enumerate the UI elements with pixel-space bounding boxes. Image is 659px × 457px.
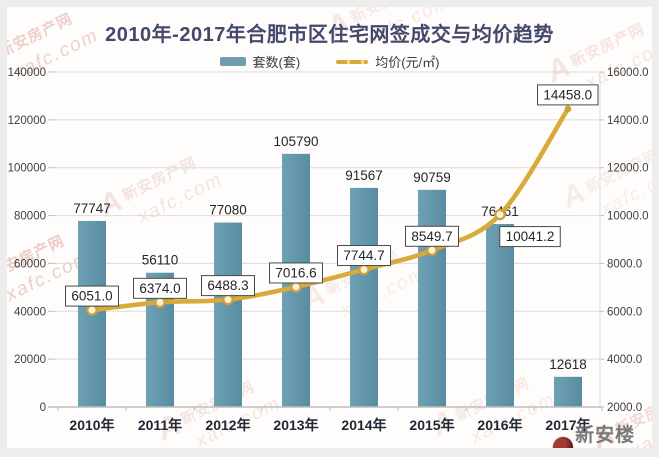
right-axis-tick-label: 2000.0 <box>607 402 642 414</box>
bar-value-label: 77080 <box>209 203 247 218</box>
left-axis-tick-label: 140000 <box>8 67 46 79</box>
bar-series-swatch <box>219 57 246 66</box>
legend-item-bars: 套数(套) <box>219 52 301 71</box>
left-axis-tick-label: 100000 <box>8 163 46 175</box>
bar <box>418 189 446 407</box>
x-axis-label: 2014年 <box>341 417 386 433</box>
line-point-marker <box>222 293 234 306</box>
wechat-watermark: 新安楼市 <box>553 420 652 448</box>
bar <box>214 222 242 407</box>
bar-value-label: 91567 <box>345 168 383 183</box>
left-axis-tick-label: 60000 <box>14 258 46 270</box>
line-value-box <box>337 245 391 267</box>
x-axis-label: 2013年 <box>273 417 318 433</box>
bar-value-label: 12618 <box>549 357 587 372</box>
line-value-label: 7744.7 <box>343 248 384 263</box>
x-axis-label: 2017年 <box>545 417 590 433</box>
right-axis-tick-label: 14000.0 <box>607 115 649 127</box>
left-axis-tick-label: 0 <box>40 402 46 414</box>
wechat-logo-icon <box>553 436 574 448</box>
wechat-watermark-text: 新安楼市 <box>575 425 636 446</box>
line-value-box <box>499 226 561 248</box>
combo-chart: 140000 16000.0 120000 14000.0 100000 12000.0 8… <box>8 67 649 433</box>
line-value-box <box>133 277 187 299</box>
line-point-marker <box>154 296 166 309</box>
bar-value-label: 105790 <box>273 134 318 149</box>
chart-title: 2010年-2017年合肥市区住宅网签成交与均价趋势 <box>105 24 554 46</box>
right-axis-tick-label: 4000.0 <box>607 354 642 366</box>
legend-item-line: 均价(元/㎡) <box>336 52 439 71</box>
line-value-box <box>537 84 599 106</box>
right-axis-tick-label: 8000.0 <box>607 258 642 270</box>
left-axis-tick-label: 120000 <box>8 115 46 127</box>
line-point-marker <box>358 263 370 276</box>
legend-label-line: 均价(元/㎡) <box>375 55 440 70</box>
line-point-marker <box>426 244 438 256</box>
right-axis-tick-label: 10000.0 <box>607 211 649 223</box>
line-value-label: 6374.0 <box>139 281 180 296</box>
line-value-label: 10041.2 <box>506 229 555 244</box>
bar-value-label: 77747 <box>73 201 111 216</box>
right-axis-tick-label: 12000.0 <box>607 163 649 175</box>
line-value-box <box>405 225 459 247</box>
bar <box>554 376 582 407</box>
x-axis-label: 2010年 <box>69 417 114 433</box>
line-point-marker <box>86 304 98 316</box>
x-axis-label: 2011年 <box>138 417 182 433</box>
bar <box>486 224 514 407</box>
line-value-label: 6051.0 <box>71 289 112 304</box>
line-value-label: 7016.6 <box>275 265 316 280</box>
bar-value-label: 56110 <box>142 253 179 268</box>
x-axis-label: 2012年 <box>205 417 250 433</box>
left-axis-tick-label: 80000 <box>14 211 46 223</box>
line-series-swatch <box>336 59 369 64</box>
line-point-marker <box>494 208 506 221</box>
line-value-box <box>269 262 323 284</box>
bar-value-label: 90759 <box>413 170 451 185</box>
x-axis-label: 2015年 <box>409 417 454 433</box>
line-point-marker <box>290 281 302 293</box>
left-axis-tick-label: 20000 <box>14 354 46 366</box>
line-value-label: 8549.7 <box>411 229 452 244</box>
line-value-label: 14458.0 <box>543 87 592 102</box>
chart-panel: A新安房产网xafc.comA新安房产网xafc.comA新安房产网xafc.c… <box>7 7 652 448</box>
line-value-box <box>201 275 255 297</box>
right-axis-tick-label: 16000.0 <box>607 67 649 79</box>
bar <box>350 187 378 407</box>
line-value-label: 6488.3 <box>207 278 248 293</box>
legend: 套数(套) 均价(元/㎡) <box>7 52 652 71</box>
legend-label-bars: 套数(套) <box>252 55 301 70</box>
line-value-box <box>65 285 119 307</box>
line-point-marker <box>564 105 572 113</box>
right-axis-tick-label: 6000.0 <box>607 306 642 318</box>
left-axis-tick-label: 40000 <box>14 306 46 318</box>
x-axis-label: 2016年 <box>477 417 522 433</box>
